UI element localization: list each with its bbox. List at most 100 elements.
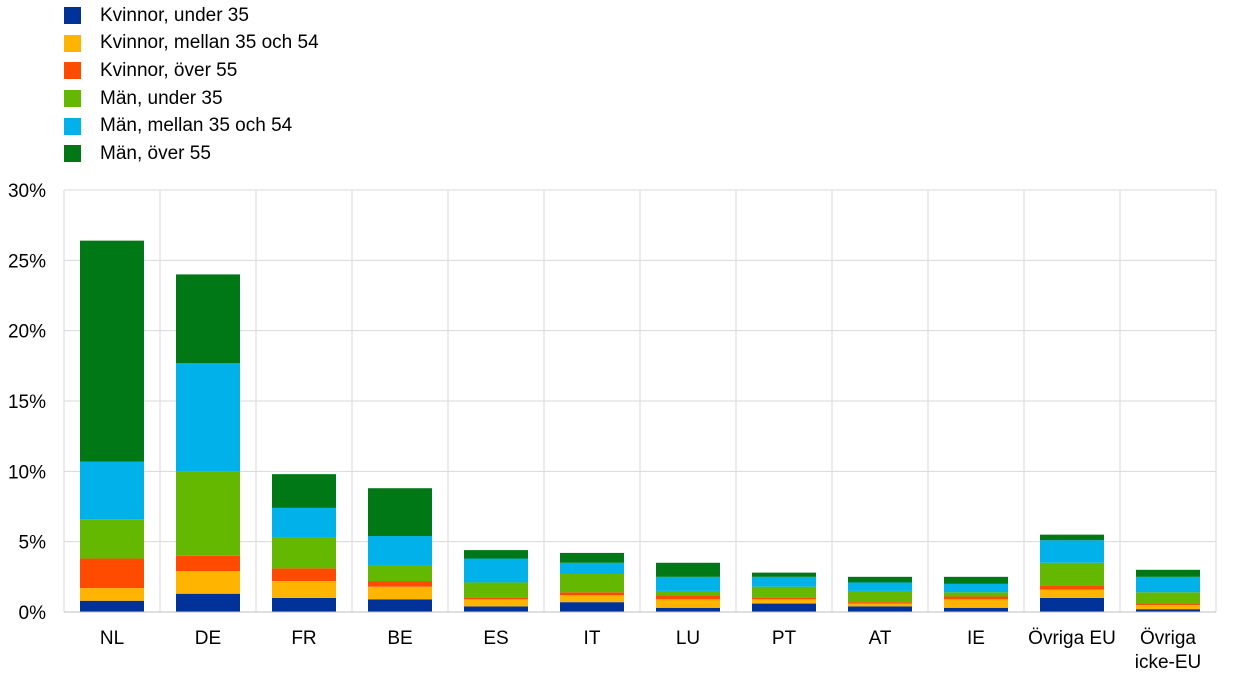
legend-label: Män, under 35 xyxy=(100,87,223,109)
legend-swatch xyxy=(64,145,81,163)
bar-segment xyxy=(464,599,528,607)
x-tick-label-line: NL xyxy=(100,628,124,649)
bar-segment xyxy=(656,607,720,612)
legend-swatch xyxy=(64,7,81,25)
bar-segment xyxy=(560,574,624,593)
bar-segment xyxy=(944,607,1008,612)
x-tick-label-line: BE xyxy=(387,628,412,649)
x-tick-label: IE xyxy=(967,628,985,649)
bar-segment xyxy=(464,597,528,600)
bar-segment xyxy=(368,536,432,566)
bar-segment xyxy=(1136,569,1200,577)
bar-segment xyxy=(176,593,240,612)
bar-segment xyxy=(848,590,912,603)
bar-segment xyxy=(80,600,144,612)
y-tick-label: 15% xyxy=(8,392,46,413)
bar-segment xyxy=(560,592,624,596)
legend-label: Kvinnor, över 55 xyxy=(100,59,238,81)
x-tick-label-line: LU xyxy=(676,628,700,649)
bar-segment xyxy=(272,568,336,582)
legend-item: Kvinnor, över 55 xyxy=(64,57,319,85)
bar-segment xyxy=(80,519,144,559)
bar-segment xyxy=(752,586,816,598)
bar-segment xyxy=(944,599,1008,608)
bar-segment xyxy=(368,599,432,612)
bar-segment xyxy=(1136,604,1200,610)
bar-segment xyxy=(80,558,144,589)
grid xyxy=(63,189,1217,612)
legend: Kvinnor, under 35 Kvinnor, mellan 35 och … xyxy=(64,2,319,168)
bar-segment xyxy=(368,586,432,600)
bar-segment xyxy=(464,558,528,583)
legend-label: Kvinnor, mellan 35 och 54 xyxy=(100,32,319,54)
bar-segment xyxy=(1136,609,1200,612)
x-tick-label: IT xyxy=(584,628,601,649)
bar-segment xyxy=(176,571,240,594)
x-tick-label: Övriga EU xyxy=(1028,628,1116,649)
bar-segment xyxy=(464,606,528,612)
x-tick-label-line: icke-EU xyxy=(1135,652,1202,673)
bar-segment xyxy=(752,576,816,587)
bar-segment xyxy=(272,507,336,538)
bar-segment xyxy=(752,599,816,604)
legend-swatch xyxy=(64,90,81,108)
x-tick-label-line: DE xyxy=(195,628,221,649)
x-tick-label-line: IT xyxy=(584,628,601,649)
bar-segment xyxy=(944,583,1008,593)
y-tick-label: 10% xyxy=(8,462,46,483)
x-tick-label: Övriga icke-EU xyxy=(1135,628,1202,673)
bar-segment xyxy=(368,565,432,582)
bar-segment xyxy=(176,363,240,472)
x-tick-label: ES xyxy=(483,628,508,649)
x-tick-label: NL xyxy=(100,628,124,649)
bar-segment xyxy=(944,596,1008,600)
bar-segment xyxy=(560,595,624,603)
x-tick-label: PT xyxy=(772,628,797,649)
x-tick-label-line: FR xyxy=(291,628,316,649)
bar-segment xyxy=(80,240,144,462)
y-tick-label: 0% xyxy=(19,603,47,624)
bar-segment xyxy=(80,588,144,601)
y-tick-label: 20% xyxy=(8,322,46,343)
bar-segment xyxy=(272,597,336,612)
x-tick-label: AT xyxy=(869,628,892,649)
bar-segment xyxy=(1040,562,1104,586)
x-tick-label: BE xyxy=(387,628,412,649)
bar-segment xyxy=(464,582,528,598)
bar-segment xyxy=(272,537,336,569)
bar-segment xyxy=(1040,597,1104,612)
x-tick-label-line: Övriga EU xyxy=(1028,628,1116,649)
bar-segment xyxy=(944,576,1008,584)
bar-segment xyxy=(1136,592,1200,604)
bar-segment xyxy=(272,581,336,598)
bar-segment xyxy=(656,576,720,591)
legend-swatch xyxy=(64,117,81,135)
x-tick-label-line: PT xyxy=(772,628,797,649)
legend-label: Män, mellan 35 och 54 xyxy=(100,115,293,137)
legend-label: Kvinnor, under 35 xyxy=(100,4,249,26)
bar-segment xyxy=(1040,534,1104,541)
x-tick-label-line: ES xyxy=(483,628,508,649)
bar-segment xyxy=(944,592,1008,597)
bar-segment xyxy=(656,595,720,600)
bar-segment xyxy=(1040,585,1104,590)
x-tick-label-line: IE xyxy=(967,628,985,649)
bar-segment xyxy=(1040,540,1104,563)
bar-segment xyxy=(848,576,912,583)
bar-segment xyxy=(656,562,720,577)
bar-segment xyxy=(560,602,624,612)
legend-item: Män, mellan 35 och 54 xyxy=(64,112,319,140)
bar-segment xyxy=(848,602,912,604)
bar-segment xyxy=(176,471,240,556)
bar-segment xyxy=(656,590,720,596)
bars xyxy=(80,240,1200,612)
bar-segment xyxy=(464,550,528,559)
y-tick-label: 25% xyxy=(8,251,46,272)
bar-segment xyxy=(560,562,624,575)
x-tick-label-line: AT xyxy=(869,628,892,649)
bar-segment xyxy=(848,603,912,607)
bar-segment xyxy=(368,581,432,587)
bar-segment xyxy=(848,606,912,612)
legend-swatch xyxy=(64,62,81,80)
